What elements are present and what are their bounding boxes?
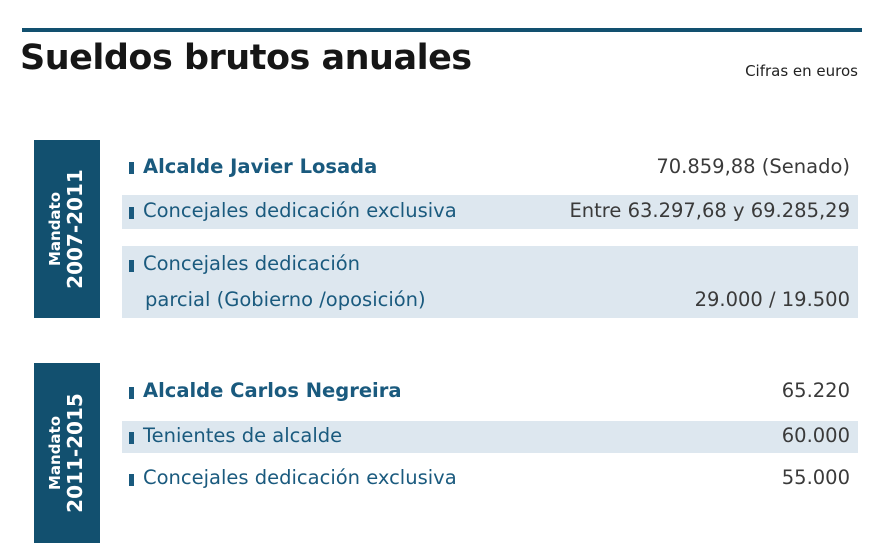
bullet-marker bbox=[129, 474, 134, 486]
row-value: 55.000 bbox=[781, 466, 850, 489]
row-value: 65.220 bbox=[781, 379, 850, 402]
term-tab: Mandato 2007-2011 bbox=[34, 140, 100, 318]
salary-row: Concejales dedicación exclusiva Entre 63… bbox=[122, 195, 858, 229]
bullet-marker bbox=[129, 162, 134, 174]
term-block-2011-2015: Mandato 2011-2015 Alcalde Carlos Negreir… bbox=[34, 363, 860, 543]
bullet-marker bbox=[129, 207, 134, 219]
salary-row: Alcalde Javier Losada 70.859,88 (Senado) bbox=[122, 148, 858, 186]
row-label: Concejales dedicación exclusiva bbox=[143, 199, 457, 222]
term-block-2007-2011: Mandato 2007-2011 Alcalde Javier Losada … bbox=[34, 140, 860, 318]
row-label-continued: parcial (Gobierno /oposición) bbox=[145, 288, 426, 311]
salary-row: Concejales dedicación parcial (Gobierno … bbox=[122, 246, 858, 318]
bullet-marker bbox=[129, 432, 134, 444]
row-value: 60.000 bbox=[781, 424, 850, 447]
row-label: Concejales dedicación bbox=[143, 252, 361, 275]
term-tab-years: 2007-2011 bbox=[63, 169, 88, 289]
row-value: 70.859,88 (Senado) bbox=[656, 155, 850, 178]
bullet-marker bbox=[129, 260, 134, 272]
row-label: Concejales dedicación exclusiva bbox=[143, 466, 457, 489]
row-label: Alcalde Carlos Negreira bbox=[143, 379, 402, 402]
top-rule bbox=[22, 28, 862, 32]
unit-note: Cifras en euros bbox=[745, 62, 858, 80]
page-title: Sueldos brutos anuales bbox=[20, 38, 472, 78]
row-label: Tenientes de alcalde bbox=[143, 424, 343, 447]
bullet-marker bbox=[129, 387, 134, 399]
row-label: Alcalde Javier Losada bbox=[143, 155, 378, 178]
salary-row: Alcalde Carlos Negreira 65.220 bbox=[122, 373, 858, 411]
term-tab: Mandato 2011-2015 bbox=[34, 363, 100, 543]
row-value: Entre 63.297,68 y 69.285,29 bbox=[569, 199, 850, 222]
salary-row: Concejales dedicación exclusiva 55.000 bbox=[122, 462, 858, 495]
term-tab-word: Mandato bbox=[45, 191, 64, 267]
salary-row: Tenientes de alcalde 60.000 bbox=[122, 421, 858, 453]
row-value: 29.000 / 19.500 bbox=[694, 288, 850, 311]
